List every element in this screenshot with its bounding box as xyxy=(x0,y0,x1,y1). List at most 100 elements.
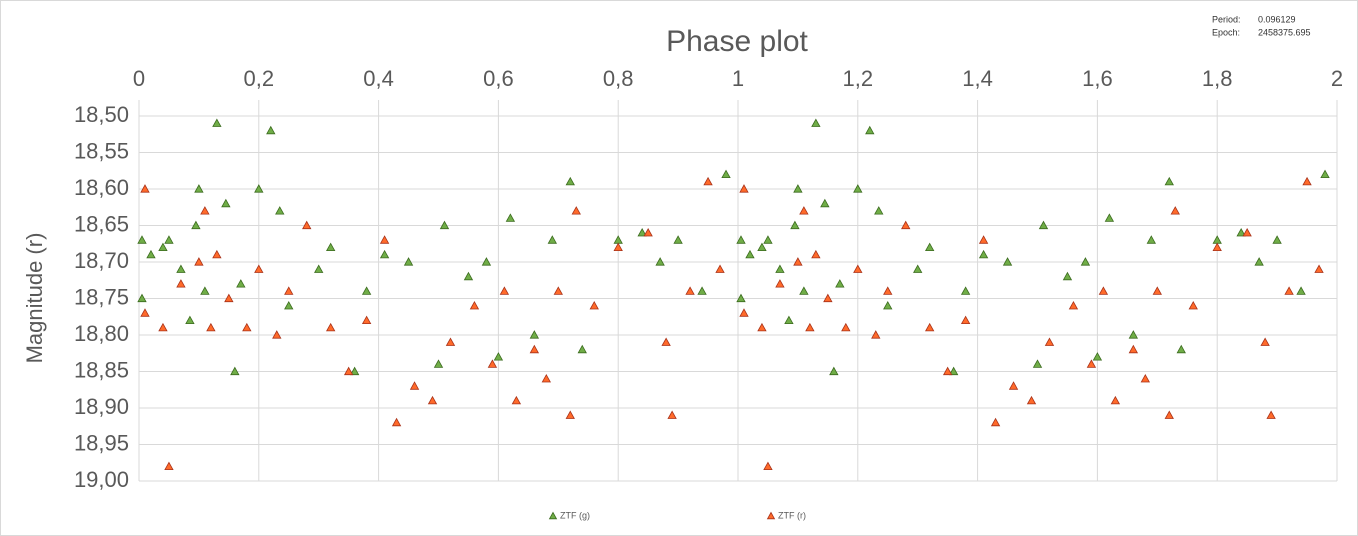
data-point xyxy=(571,206,581,215)
data-point xyxy=(427,395,438,405)
data-point xyxy=(823,293,833,303)
data-point xyxy=(1140,373,1150,383)
y-tick-label: 18,50 xyxy=(74,102,129,127)
y-tick-label: 19,00 xyxy=(74,467,129,492)
data-point xyxy=(391,417,402,427)
x-tick-label: 1,6 xyxy=(1082,66,1113,91)
data-point xyxy=(481,257,492,266)
info-value: 2458375.695 xyxy=(1258,27,1311,37)
data-point xyxy=(140,308,150,317)
data-point xyxy=(697,286,707,295)
data-point xyxy=(925,242,935,252)
data-point xyxy=(1002,257,1013,266)
data-point xyxy=(883,286,893,295)
data-point xyxy=(137,235,147,244)
data-point xyxy=(853,264,863,273)
data-point xyxy=(577,344,587,354)
data-point xyxy=(757,242,767,252)
data-point xyxy=(272,330,282,339)
data-point xyxy=(194,184,204,193)
data-point xyxy=(948,366,959,376)
data-point xyxy=(1152,286,1162,295)
data-point xyxy=(140,184,150,193)
data-point xyxy=(158,322,168,332)
data-point xyxy=(1128,330,1139,339)
y-axis-label: Magnitude (r) xyxy=(22,233,47,364)
data-point xyxy=(1176,344,1186,354)
data-point xyxy=(284,286,294,295)
data-point xyxy=(805,322,815,332)
data-point xyxy=(715,264,725,273)
data-point xyxy=(820,198,830,208)
data-point xyxy=(865,125,875,135)
data-point xyxy=(529,330,540,339)
data-point xyxy=(505,213,516,222)
data-point xyxy=(784,315,794,325)
data-point xyxy=(349,366,360,376)
y-tick-label: 18,70 xyxy=(74,248,129,273)
data-point xyxy=(254,184,264,193)
data-point xyxy=(176,264,186,273)
data-point xyxy=(314,264,324,273)
data-point xyxy=(529,344,540,354)
data-point xyxy=(1008,381,1019,390)
data-point xyxy=(343,366,354,376)
data-point xyxy=(721,169,731,179)
data-point xyxy=(469,300,480,310)
y-tick-label: 18,85 xyxy=(74,357,129,382)
data-point xyxy=(942,366,953,376)
data-point xyxy=(673,235,683,244)
x-tick-label: 0,4 xyxy=(363,66,394,91)
data-point xyxy=(613,242,623,252)
data-point xyxy=(553,286,563,295)
data-point xyxy=(763,235,773,244)
data-point xyxy=(799,286,809,295)
data-point xyxy=(745,249,755,259)
data-point xyxy=(511,395,522,405)
x-tick-label: 1,8 xyxy=(1202,66,1233,91)
data-point xyxy=(1104,213,1115,222)
data-point xyxy=(790,220,800,230)
data-point xyxy=(137,293,147,303)
data-point xyxy=(739,308,749,317)
y-tick-label: 18,60 xyxy=(74,175,129,200)
data-point xyxy=(1164,176,1174,186)
x-tick-label: 1,2 xyxy=(843,66,874,91)
data-point xyxy=(1146,235,1156,244)
data-point xyxy=(1092,352,1103,361)
legend-label: ZTF (r) xyxy=(778,510,806,520)
data-point xyxy=(541,373,551,383)
y-tick-label: 18,95 xyxy=(74,430,129,455)
data-point xyxy=(883,300,893,310)
data-point xyxy=(1302,176,1312,186)
data-point xyxy=(1110,395,1121,405)
data-point xyxy=(176,279,186,288)
data-point xyxy=(212,118,222,127)
data-point xyxy=(499,286,510,295)
data-point xyxy=(1320,169,1330,179)
data-point xyxy=(667,410,677,419)
x-tick-label: 1,4 xyxy=(962,66,993,91)
data-point xyxy=(990,417,1001,427)
data-point xyxy=(200,206,210,215)
data-point xyxy=(793,257,803,266)
data-point xyxy=(1284,286,1294,295)
data-point xyxy=(1098,286,1109,295)
data-point xyxy=(1128,344,1139,354)
x-tick-label: 0,2 xyxy=(244,66,275,91)
data-point xyxy=(194,257,204,266)
data-point xyxy=(266,125,276,135)
y-tick-label: 18,80 xyxy=(74,321,129,346)
data-point xyxy=(793,184,803,193)
y-tick-label: 18,75 xyxy=(74,284,129,309)
data-point xyxy=(799,206,809,215)
data-point xyxy=(275,206,285,215)
data-point xyxy=(1044,337,1055,346)
data-point xyxy=(661,337,671,346)
data-point xyxy=(1170,206,1180,215)
legend-label: ZTF (g) xyxy=(560,510,590,520)
data-point xyxy=(1080,257,1091,266)
y-tick-label: 18,90 xyxy=(74,394,129,419)
data-point xyxy=(221,198,231,208)
